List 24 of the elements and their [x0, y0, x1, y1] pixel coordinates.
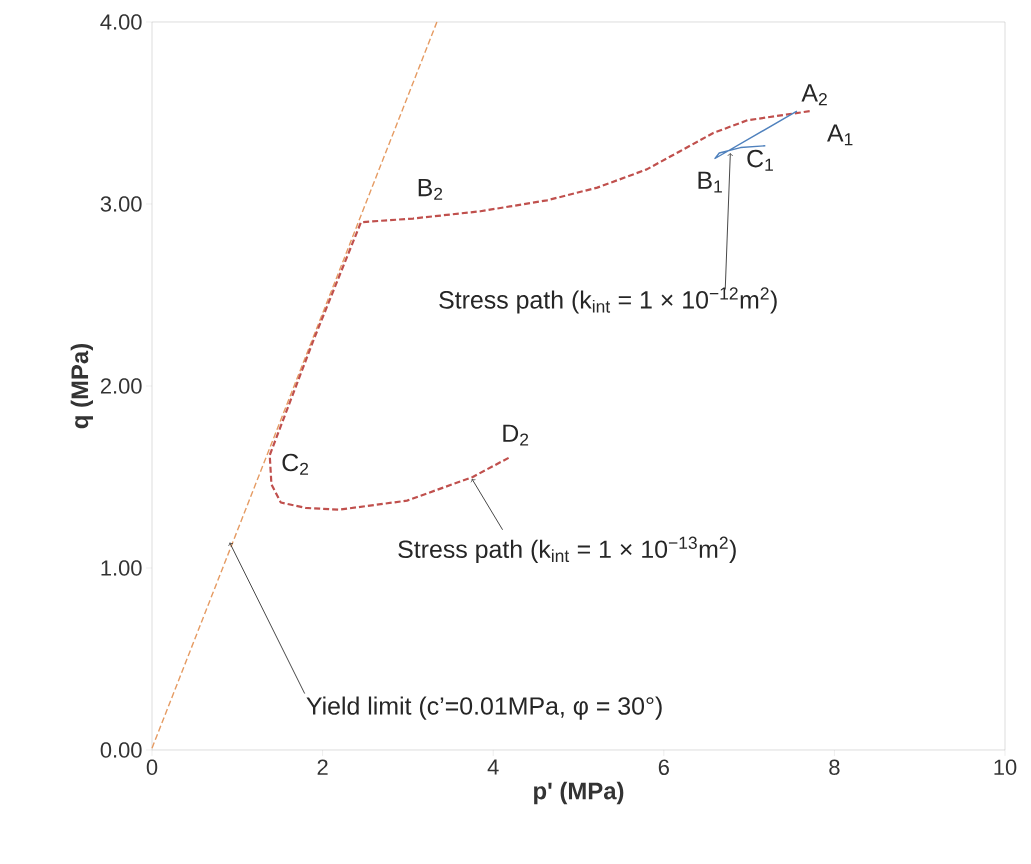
y-tick-label: 0.00: [100, 742, 142, 758]
annotation: Stress path (k$_{int}$ = 1 × 10$^{−12}$m$^{2}$): [439, 287, 777, 314]
annotation: B$_{1}$: [698, 171, 722, 193]
y-tick-label: 1.00: [101, 560, 142, 576]
annotation: C$_{2}$: [282, 453, 309, 475]
annotation: Yield limit (c’=0.01MPa, φ = 30°): [306, 696, 662, 720]
annotation: C$_{1}$: [747, 149, 773, 171]
annotation: A$_{2}$: [801, 84, 827, 106]
annotation: B$_{2}$: [418, 178, 443, 200]
x-tick-label: 0: [146, 759, 158, 776]
annotation: Stress path (k$_{int}$ = 1 × 10$^{−13}$m$^{2}$): [398, 536, 736, 563]
y-tick-label: 2.00: [100, 378, 142, 394]
annotation: A$_{1}$: [827, 124, 853, 146]
x-tick-label: 2: [317, 759, 328, 775]
x-tick-label: 6: [658, 759, 669, 776]
y-tick-label: 4.00: [100, 14, 142, 30]
y-axis-title: q (MPa): [70, 344, 93, 429]
x-tick-label: 8: [829, 759, 840, 776]
line-series: [268, 110, 811, 511]
annotation: D$_{2}$: [503, 424, 529, 446]
x-tick-label: 4: [487, 759, 499, 775]
x-tick-label: 10: [994, 759, 1017, 776]
x-axis-title: p' (MPa): [534, 781, 624, 805]
y-tick-label: 3.00: [100, 196, 142, 212]
